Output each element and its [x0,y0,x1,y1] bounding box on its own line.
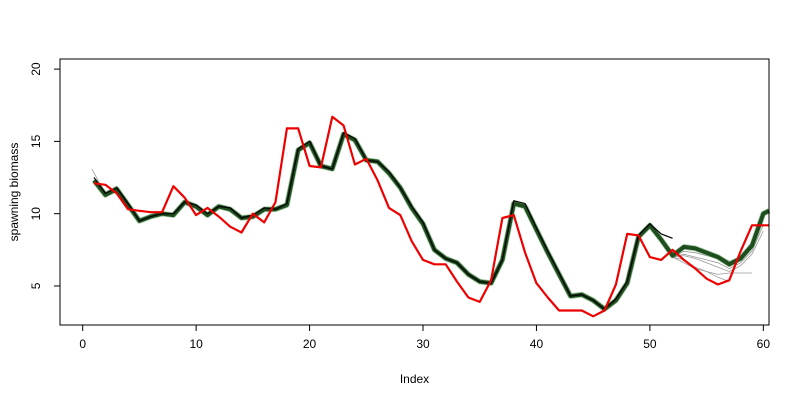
gray-curve-0 [672,256,752,275]
y-tick-label: 10 [29,207,43,221]
series-line-1 [93,132,673,310]
x-axis-title: Index [400,372,429,386]
gray-curve-3 [672,225,764,270]
y-tick-label: 5 [29,282,43,289]
y-tick-label: 15 [29,134,43,148]
x-tick-label: 60 [757,337,771,351]
x-tick-label: 50 [643,337,657,351]
series-lines [91,115,771,318]
series-line-2 [93,115,769,318]
x-tick-label: 0 [79,337,86,351]
x-axis: 0 10 20 30 40 50 60 [79,324,771,351]
gray-curve-2 [672,230,764,272]
y-tick-label: 20 [29,62,43,76]
x-tick-label: 40 [530,337,544,351]
x-tick-label: 20 [303,337,317,351]
y-axis-title: spawning biomass [7,143,21,242]
y-axis: 5 10 15 20 [29,62,61,289]
x-tick-label: 30 [416,337,430,351]
x-tick-label: 10 [189,337,203,351]
